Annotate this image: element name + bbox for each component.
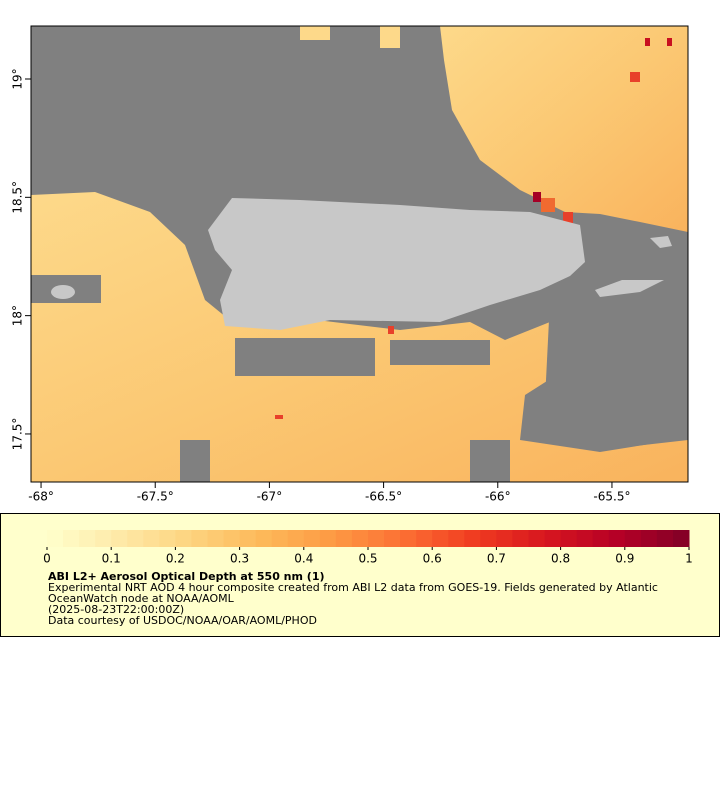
land-mona: [51, 285, 75, 299]
colorbar-tick-label: 0.9: [615, 552, 634, 566]
colorbar-segment: [303, 530, 321, 547]
no-data-patch: [180, 440, 210, 482]
colorbar-segment: [351, 530, 369, 547]
land-vieques: [595, 280, 664, 297]
colorbar-tick-label: 0.3: [230, 552, 249, 566]
colorbar-segment: [335, 530, 353, 547]
colorbar-tick-label: 0.6: [423, 552, 442, 566]
colorbar-segment: [223, 530, 241, 547]
colorbar-segment: [480, 530, 497, 547]
colorbar-segment: [207, 530, 225, 547]
colorbar-segment: [576, 530, 594, 547]
aod-hotspot: [667, 38, 672, 46]
colorbar-segment: [400, 530, 417, 547]
colorbar-segment: [111, 530, 128, 547]
legend-title: ABI L2+ Aerosol Optical Depth at 550 nm …: [48, 570, 325, 583]
colorbar-segment: [79, 530, 96, 547]
colorbar-segment: [624, 530, 642, 547]
colorbar-tick-label: 0.8: [551, 552, 570, 566]
aod-field: [440, 26, 688, 232]
colorbar-segment: [175, 530, 192, 547]
colorbar-segment: [464, 530, 481, 547]
colorbar-segment: [528, 530, 546, 547]
colorbar-tick-label: 1: [685, 552, 693, 566]
x-tick-label: -66.5°: [365, 490, 402, 504]
aod-hotspot: [388, 326, 394, 334]
colorbar-tick-label: 0.5: [358, 552, 377, 566]
colorbar-segment: [544, 530, 562, 547]
x-tick-label: -67°: [257, 490, 283, 504]
colorbar-segment: [608, 530, 626, 547]
no-data-patch: [235, 338, 375, 376]
colorbar-segment: [416, 530, 433, 547]
y-tick-label: 19°: [11, 68, 25, 89]
colorbar-segment: [512, 530, 529, 547]
colorbar-segment: [271, 530, 289, 547]
plot-frame: [30, 25, 689, 483]
colorbar-tick-label: 0.4: [294, 552, 313, 566]
legend-description: (2025-08-23T22:00:00Z): [48, 603, 184, 616]
map-area: [31, 26, 688, 482]
colorbar-segment: [319, 530, 337, 547]
colorbar-segment: [191, 530, 208, 547]
colorbar-segment: [127, 530, 144, 547]
x-tick-label: -65.5°: [593, 490, 630, 504]
colorbar-segment: [143, 530, 160, 547]
y-tick-label: 18°: [11, 305, 25, 326]
colorbar-segment: [672, 530, 690, 547]
colorbar-tick-label: 0: [43, 552, 51, 566]
colorbar-tick-label: 0.2: [166, 552, 185, 566]
aod-hotspot: [541, 198, 555, 212]
colorbar-segment: [496, 530, 513, 547]
colorbar-segment: [95, 530, 112, 547]
aod-field: [31, 192, 688, 482]
colorbar-segment: [47, 530, 64, 547]
aod-field: [380, 26, 400, 48]
y-tick-label: 17.5°: [11, 418, 25, 451]
x-tick-label: -68°: [28, 490, 54, 504]
no-data-patch: [545, 240, 688, 450]
colorbar-tick-label: 0.7: [487, 552, 506, 566]
no-data-patch: [470, 440, 510, 482]
colorbar-segment: [239, 530, 257, 547]
colorbar-segment: [640, 530, 658, 547]
land-culebra: [650, 236, 672, 248]
legend-description: Experimental NRT AOD 4 hour composite cr…: [48, 581, 658, 594]
land-puerto-rico: [208, 198, 585, 330]
colorbar-segment: [159, 530, 176, 547]
colorbar-segment: [384, 530, 401, 547]
aod-hotspot: [533, 192, 541, 202]
axes: -68° -67.5° -67° -66.5° -66° -65.5° 17.5° 18° 18…: [11, 68, 631, 503]
aod-field: [300, 26, 330, 40]
colorbar-segment: [432, 530, 449, 547]
colorbar-segment: [592, 530, 610, 547]
aod-hotspot: [630, 72, 640, 82]
no-data-patch: [390, 340, 490, 365]
x-tick-label: -67.5°: [137, 490, 174, 504]
aod-hotspot: [563, 212, 573, 228]
legend-description: OceanWatch node at NOAA/AOML: [48, 592, 235, 605]
colorbar-segment: [287, 530, 305, 547]
colorbar-segment: [255, 530, 273, 547]
colorbar-segment: [560, 530, 578, 547]
colorbar: 0 0.1 0.2 0.3 0.4 0.5 0.6 0.7 0.8 0.9 1: [43, 530, 693, 566]
legend-description: Data courtesy of USDOC/NOAA/OAR/AOML/PHO…: [48, 614, 317, 627]
colorbar-segment: [448, 530, 465, 547]
y-tick-label: 18.5°: [11, 181, 25, 214]
aod-hotspot: [275, 415, 283, 419]
colorbar-tick-label: 0.1: [102, 552, 121, 566]
colorbar-segment: [368, 530, 385, 547]
colorbar-segment: [656, 530, 674, 547]
colorbar-segment: [63, 530, 80, 547]
x-tick-label: -66°: [485, 490, 511, 504]
aod-hotspot: [645, 38, 650, 46]
